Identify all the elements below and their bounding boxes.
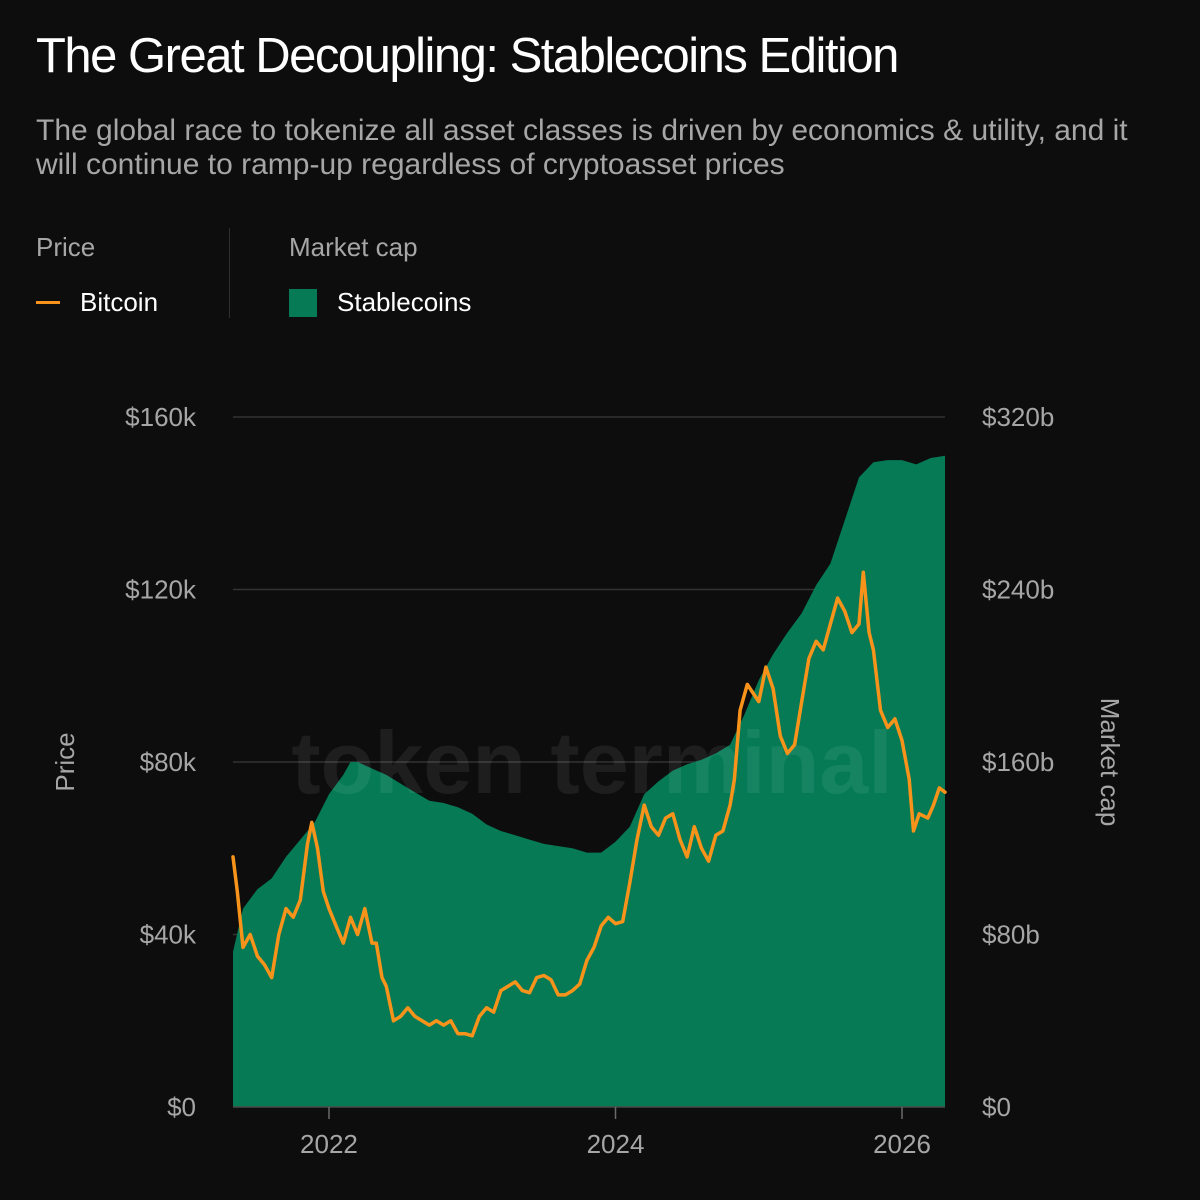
right-tick-label: $0 <box>982 1092 1011 1122</box>
legend-mcap-heading: Market cap <box>289 232 418 262</box>
left-tick-label: $40k <box>140 920 197 950</box>
left-tick-label: $80k <box>140 747 197 777</box>
stablecoins-area[interactable] <box>233 455 945 1107</box>
x-axis-ticks: 2022 2024 2026 <box>300 1107 931 1159</box>
bitcoin-price-line[interactable] <box>231 570 947 1038</box>
legend-price-heading: Price <box>36 232 96 262</box>
legend-bitcoin-label: Bitcoin <box>80 287 159 317</box>
right-axis-ticks: $0 $80b $160b $240b $320b <box>982 402 1054 1122</box>
legend-price-group: Price Bitcoin <box>36 232 158 318</box>
x-tick-label: 2026 <box>873 1129 931 1159</box>
legend-divider <box>229 228 230 318</box>
chart-subtitle: The global race to tokenize all asset cl… <box>36 114 1128 181</box>
x-tick-label: 2024 <box>587 1129 645 1159</box>
right-tick-label: $320b <box>982 402 1054 432</box>
stablecoins-swatch-icon <box>289 288 317 317</box>
left-tick-label: $120k <box>125 575 197 605</box>
bitcoin-line-icon <box>36 301 60 304</box>
left-axis-title: Price <box>50 732 80 791</box>
x-tick-label: 2022 <box>300 1129 358 1159</box>
right-tick-label: $160b <box>982 747 1054 777</box>
legend-item-bitcoin[interactable]: Bitcoin <box>36 287 158 318</box>
left-tick-label: $160k <box>125 402 197 432</box>
legend-item-stablecoins[interactable]: Stablecoins <box>289 287 471 318</box>
right-axis-title: Market cap <box>1095 698 1125 827</box>
right-tick-label: $80b <box>982 920 1040 950</box>
left-axis-ticks: $0 $40k $80k $120k $160k <box>125 402 197 1122</box>
legend-mcap-group: Market cap Stablecoins <box>289 232 471 318</box>
chart-title: The Great Decoupling: Stablecoins Editio… <box>36 29 899 83</box>
right-tick-label: $240b <box>982 575 1054 605</box>
left-tick-label: $0 <box>167 1092 196 1122</box>
watermark: token terminal <box>291 713 892 812</box>
legend-stablecoins-label: Stablecoins <box>337 287 472 317</box>
